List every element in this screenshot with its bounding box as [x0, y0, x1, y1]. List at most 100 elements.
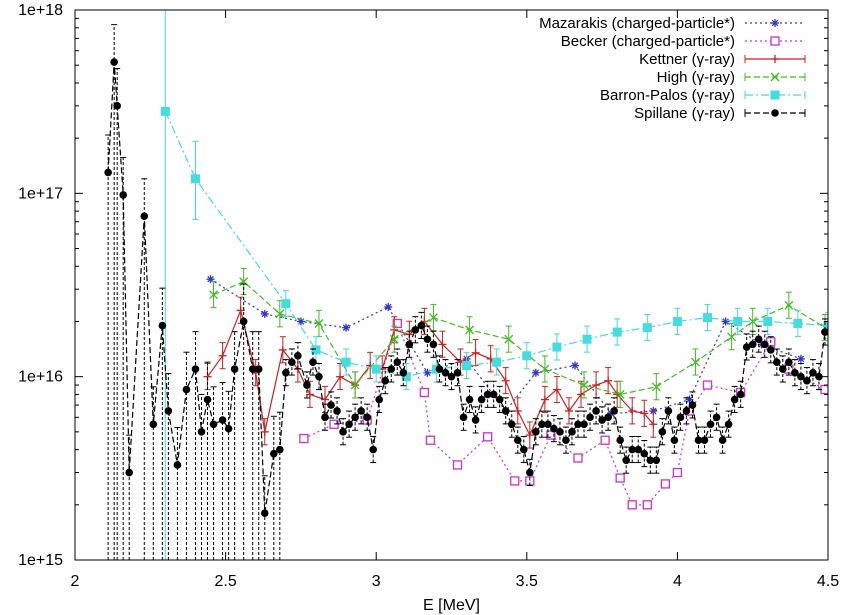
data-point	[544, 420, 552, 429]
data-point	[197, 428, 206, 436]
data-point	[538, 420, 546, 429]
data-point	[452, 460, 463, 470]
data-point	[278, 345, 287, 354]
data-point	[724, 420, 733, 429]
data-point	[149, 420, 158, 429]
data-point	[525, 431, 534, 440]
data-point	[616, 436, 624, 445]
data-point	[748, 340, 757, 349]
x-tick-label: 4.5	[817, 573, 839, 590]
data-point	[610, 407, 618, 415]
data-point	[314, 319, 324, 328]
series-4	[160, 10, 828, 560]
data-point	[682, 407, 691, 415]
data-point	[236, 306, 245, 315]
data-point	[770, 90, 780, 100]
data-point	[230, 365, 239, 373]
data-point	[423, 368, 432, 377]
data-point	[519, 445, 528, 454]
data-point	[532, 428, 540, 436]
data-point	[336, 372, 345, 381]
data-point	[392, 318, 402, 329]
data-point	[640, 409, 649, 418]
data-point	[579, 380, 589, 390]
data-point	[311, 345, 321, 355]
data-point	[803, 376, 811, 385]
data-point	[649, 420, 658, 429]
data-point	[622, 456, 630, 465]
data-point	[315, 372, 323, 381]
data-point	[269, 449, 278, 458]
data-point	[513, 436, 522, 445]
data-point	[104, 168, 112, 177]
data-point	[771, 109, 779, 117]
y-tick-label: 1e+18	[18, 2, 63, 19]
data-point	[658, 428, 667, 436]
data-point	[282, 368, 290, 377]
legend-label: Spillane (γ-ray)	[634, 105, 735, 122]
legend-item-2: Kettner (γ-ray)	[639, 51, 806, 68]
data-point	[384, 302, 393, 311]
data-point	[423, 335, 432, 344]
data-point	[821, 328, 828, 336]
data-point	[552, 342, 562, 352]
data-point	[612, 327, 622, 337]
x-axis-label: E [MeV]	[423, 597, 480, 614]
data-point	[393, 358, 402, 366]
data-point	[627, 500, 637, 510]
plot-series	[104, 10, 828, 560]
data-point	[642, 500, 652, 510]
data-point	[748, 317, 758, 326]
x-tick-label: 4	[673, 573, 682, 590]
data-point	[482, 432, 493, 442]
data-point	[288, 358, 296, 366]
data-point	[546, 430, 556, 440]
data-point	[664, 407, 673, 415]
data-point	[299, 433, 309, 444]
data-point	[628, 406, 637, 415]
data-point	[733, 316, 743, 326]
legend-item-0: Mazarakis (charged-particle*)	[539, 15, 805, 32]
data-point	[513, 406, 522, 415]
data-point	[652, 456, 661, 465]
legend-label: Kettner (γ-ray)	[639, 51, 735, 68]
data-point	[646, 456, 655, 465]
data-point	[760, 340, 769, 349]
data-point	[489, 390, 498, 399]
data-point	[522, 351, 532, 361]
data-point	[796, 354, 805, 363]
data-point	[453, 368, 462, 377]
data-point	[615, 473, 625, 483]
data-point	[570, 361, 579, 370]
data-point	[550, 424, 558, 433]
data-point	[369, 445, 377, 454]
data-point	[164, 407, 173, 415]
data-point	[399, 368, 408, 377]
data-point	[483, 390, 492, 399]
data-point	[823, 321, 828, 331]
data-point	[345, 420, 353, 429]
data-point	[604, 376, 613, 385]
x-tick-label: 2.5	[214, 573, 236, 590]
data-point	[640, 449, 649, 458]
data-point	[158, 321, 167, 330]
data-point	[670, 436, 679, 445]
data-point	[465, 325, 475, 335]
data-point	[351, 413, 359, 422]
data-point	[350, 380, 360, 390]
data-point	[320, 395, 329, 404]
data-point	[254, 365, 263, 373]
data-point	[303, 381, 311, 389]
data-point	[119, 191, 127, 199]
data-point	[809, 368, 817, 377]
data-point	[703, 313, 713, 323]
data-point	[568, 428, 576, 436]
data-point	[531, 368, 540, 377]
data-point	[586, 413, 594, 422]
data-point	[140, 212, 149, 221]
data-point	[375, 395, 384, 404]
data-point	[770, 72, 780, 82]
data-point	[405, 340, 414, 349]
data-point	[660, 479, 671, 489]
data-point	[772, 358, 781, 366]
